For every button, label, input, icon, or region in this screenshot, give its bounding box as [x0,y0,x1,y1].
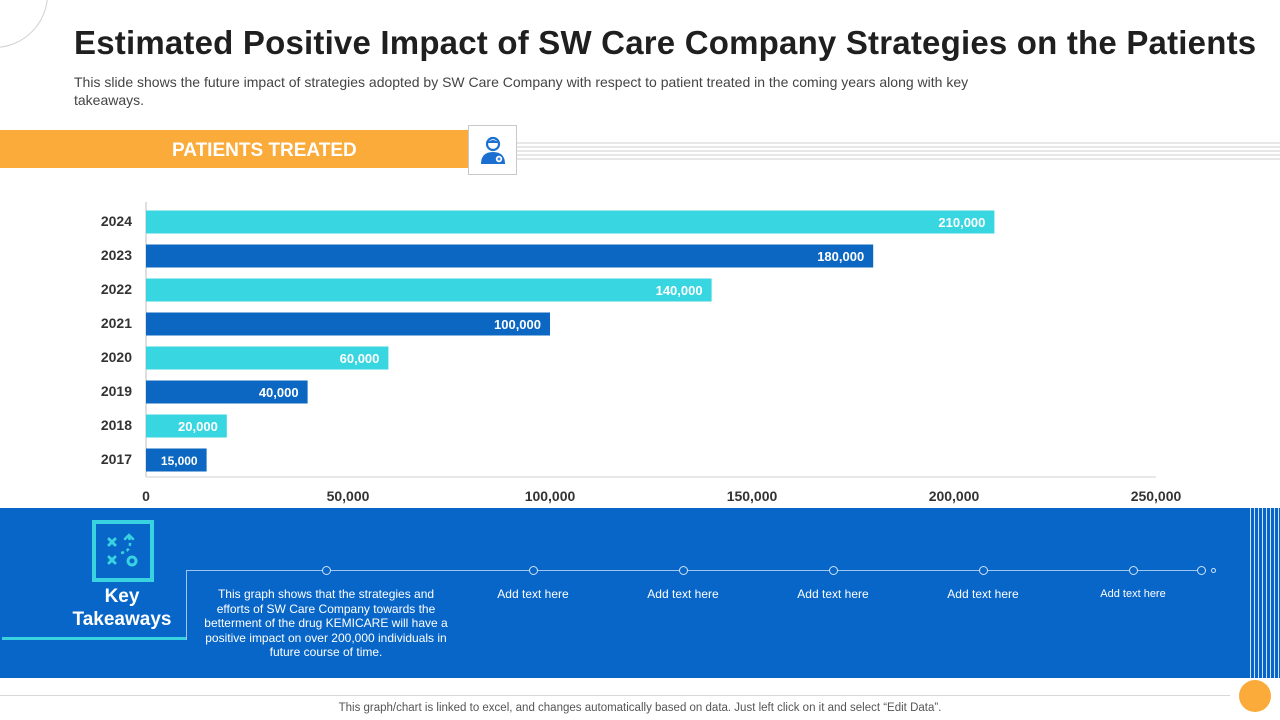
strategy-icon [107,533,138,567]
banner-icon-box [468,125,517,175]
section-banner-label: PATIENTS TREATED [172,140,357,161]
timeline-dot [979,566,988,575]
takeaway-placeholder: Add text here [497,587,569,601]
y-tick-label: 2018 [101,417,132,433]
timeline-dot [529,566,538,575]
timeline-dot [1197,566,1206,575]
key-takeaways-panel [0,508,1280,678]
kt-timeline [186,570,1202,571]
takeaway-placeholder: Add text here [797,587,869,601]
bar-2022 [146,278,712,302]
y-tick-label: 2024 [101,213,132,229]
bar-2021 [146,312,550,336]
page-subtitle: This slide shows the future impact of st… [74,74,969,108]
footer-note: This graph/chart is linked to excel, and… [338,702,942,714]
bar-2019 [146,380,308,404]
x-tick-label: 200,000 [929,488,980,504]
kt-underline [2,637,186,640]
patients-treated-chart: 210,000 2024 180,000 2023 140,000 2022 100,000… [101,202,1182,504]
kt-icon-box [92,520,154,582]
decorative-arc [0,0,48,48]
bar-value-label: 140,000 [656,283,703,298]
page-title: Estimated Positive Impact of SW Care Com… [74,24,1257,61]
timeline-dot [679,566,688,575]
x-tick-label: 150,000 [727,488,778,504]
x-tick-label: 250,000 [1131,488,1182,504]
x-tick-label: 100,000 [525,488,576,504]
bar-value-label: 210,000 [938,215,985,230]
bar-2017 [146,448,207,472]
timeline-dot [322,566,331,575]
takeaway-placeholder: Add text here [1100,588,1166,600]
timeline-dot [1129,566,1138,575]
bar-value-label: 20,000 [178,419,218,434]
takeaway-main-text: This graph shows that the strategies and… [204,587,448,659]
bar-value-label: 40,000 [259,385,299,400]
bar-value-label: 60,000 [340,351,380,366]
banner-decor-lines [517,142,1280,160]
y-tick-label: 2022 [101,281,132,297]
bar-value-label: 100,000 [494,317,541,332]
y-tick-label: 2020 [101,349,132,365]
bar-2024 [146,210,995,234]
doctor-icon [480,136,505,164]
timeline-end-dot [1211,568,1216,573]
y-tick-label: 2019 [101,383,132,399]
bar-value-label: 15,000 [161,454,198,468]
footer-divider [0,695,1230,696]
bar-2018 [146,414,227,438]
bar-2020 [146,346,389,370]
bar-value-label: 180,000 [817,249,864,264]
kt-connector [186,570,187,640]
x-tick-label: 50,000 [327,488,370,504]
y-tick-label: 2017 [101,451,132,467]
timeline-dot [829,566,838,575]
bar-2023 [146,244,874,268]
takeaway-placeholder: Add text here [647,587,719,601]
decor-vertical-lines [1250,508,1280,678]
decor-orange-circle [1239,680,1271,712]
takeaway-placeholder: Add text here [947,587,1019,601]
y-tick-label: 2021 [101,315,132,331]
x-tick-label: 0 [142,488,150,504]
y-tick-label: 2023 [101,247,132,263]
section-banner [0,130,468,168]
key-takeaways-label: Key Takeaways [72,586,172,630]
